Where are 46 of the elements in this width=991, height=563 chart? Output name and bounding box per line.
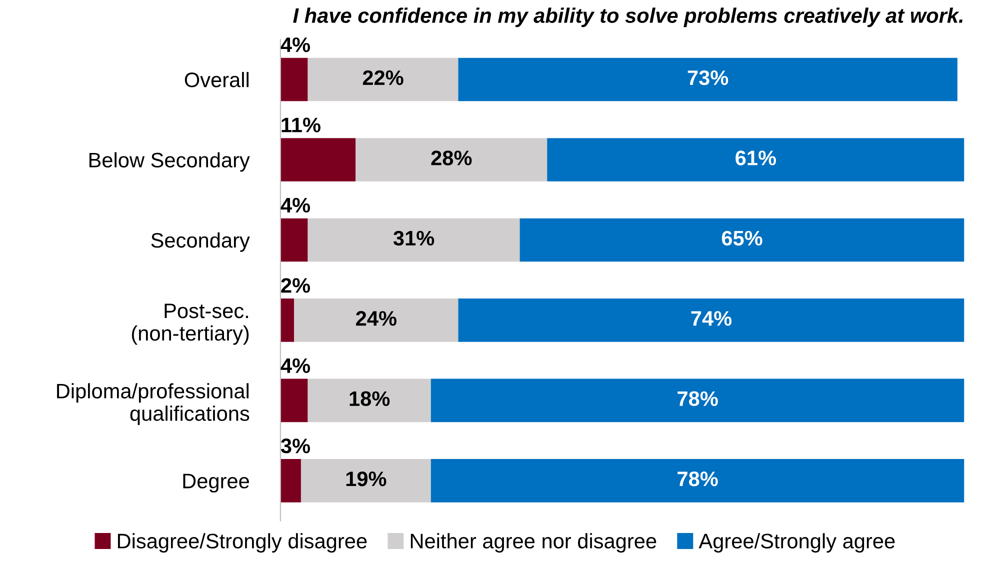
bar	[280, 298, 294, 342]
bar	[280, 138, 356, 182]
data-label: 11%	[282, 118, 320, 132]
chart-title: I have confidence in my ability to solve problems creatively at work.	[293, 8, 963, 28]
data-label: 19%	[346, 472, 386, 486]
y-tick-label: Overall	[184, 72, 249, 88]
bar	[458, 58, 958, 102]
bar	[294, 298, 458, 342]
y-tick-label: Below Secondary	[89, 152, 250, 172]
legend-label: Agree/Strongly agree	[698, 533, 895, 553]
bar	[520, 218, 964, 262]
data-label: 31%	[393, 230, 434, 246]
data-label: 61%	[736, 150, 776, 166]
bar	[458, 298, 964, 342]
data-label: 18%	[350, 391, 390, 406]
bar	[430, 459, 964, 502]
y-tick-label: Post-sec. (non-tertiary)	[132, 304, 249, 345]
data-label: 74%	[691, 311, 732, 326]
data-label: 4%	[280, 358, 310, 374]
bar	[280, 378, 308, 422]
data-label: 78%	[678, 472, 718, 486]
data-label: 78%	[678, 391, 718, 406]
legend-label: Disagree/Strongly disagree	[118, 533, 367, 553]
legend-label: Neither agree nor disagree	[410, 533, 656, 553]
bar	[280, 218, 308, 262]
bar	[356, 138, 548, 182]
data-label: 2%	[281, 278, 310, 293]
y-tick-label: Degree	[183, 474, 249, 493]
bar	[308, 58, 458, 102]
bar	[308, 378, 431, 422]
bar	[280, 58, 308, 102]
data-label: 65%	[722, 230, 762, 246]
bar	[300, 459, 431, 502]
bar	[430, 378, 964, 422]
bar	[547, 138, 964, 182]
y-tick-label: Secondary	[151, 232, 250, 252]
bar	[280, 459, 301, 502]
data-label: 73%	[688, 70, 728, 86]
data-label: 4%	[280, 198, 310, 213]
data-label: 24%	[356, 311, 396, 326]
data-label: 4%	[280, 37, 310, 52]
data-label: 3%	[280, 438, 310, 454]
data-label: 28%	[431, 150, 472, 166]
data-label: 22%	[362, 70, 404, 86]
y-tick-label: Diploma/professional qualifications	[57, 383, 250, 426]
bar	[308, 218, 520, 262]
